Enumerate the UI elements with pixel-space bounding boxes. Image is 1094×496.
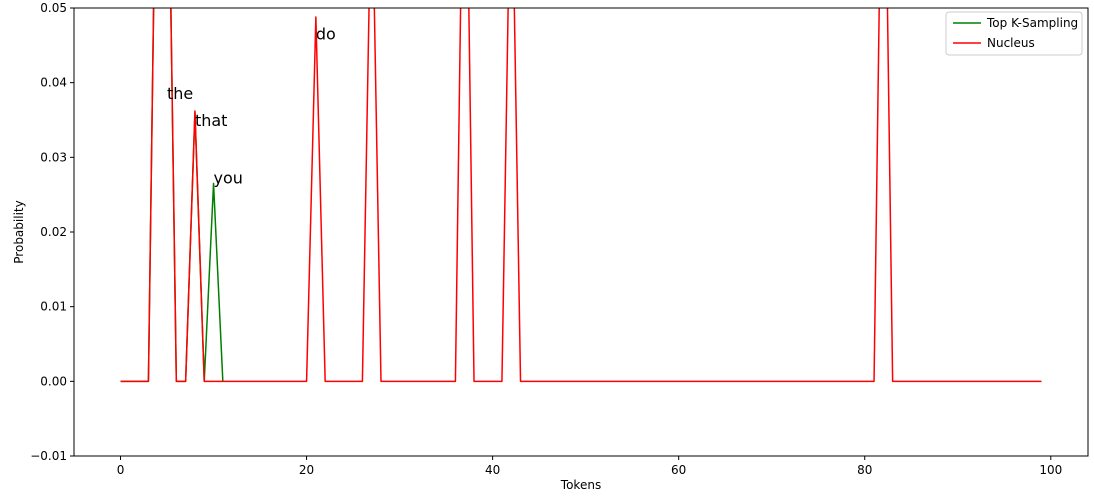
annotation-label: the: [167, 84, 193, 103]
series-line-nucleus: [120, 8, 1042, 383]
x-tick-label: 40: [485, 463, 500, 477]
y-axis-ticks: −0.01 0.00 0.01 0.02 0.03 0.04 0.05: [30, 1, 74, 463]
x-axis-ticks: 0 20 40 60 80 100: [117, 456, 1062, 477]
plot-frame: [73, 7, 1089, 457]
legend: Top K-Sampling Nucleus: [945, 11, 1083, 56]
x-tick-label: 0: [117, 463, 125, 477]
series-layer: [120, 8, 1042, 383]
y-tick-label: 0.01: [40, 300, 67, 314]
x-tick-label: 100: [1039, 463, 1062, 477]
y-tick-label: 0.04: [40, 76, 67, 90]
annotation-label: you: [214, 168, 243, 187]
y-tick-label: 0.02: [40, 225, 67, 239]
annotation-label: that: [195, 111, 228, 130]
y-tick-label: −0.01: [30, 449, 67, 463]
y-tick-label: 0.03: [40, 150, 67, 164]
x-tick-label: 60: [671, 463, 686, 477]
x-tick-label: 20: [299, 463, 314, 477]
legend-label-top-k: Top K-Sampling: [986, 16, 1078, 30]
y-tick-label: 0.00: [40, 374, 67, 388]
legend-label-nucleus: Nucleus: [987, 36, 1035, 50]
x-tick-label: 80: [857, 463, 872, 477]
y-tick-label: 0.05: [40, 1, 67, 15]
y-axis-title: Probability: [12, 200, 26, 263]
x-axis-title: Tokens: [560, 478, 601, 492]
annotation-label: do: [316, 24, 336, 43]
